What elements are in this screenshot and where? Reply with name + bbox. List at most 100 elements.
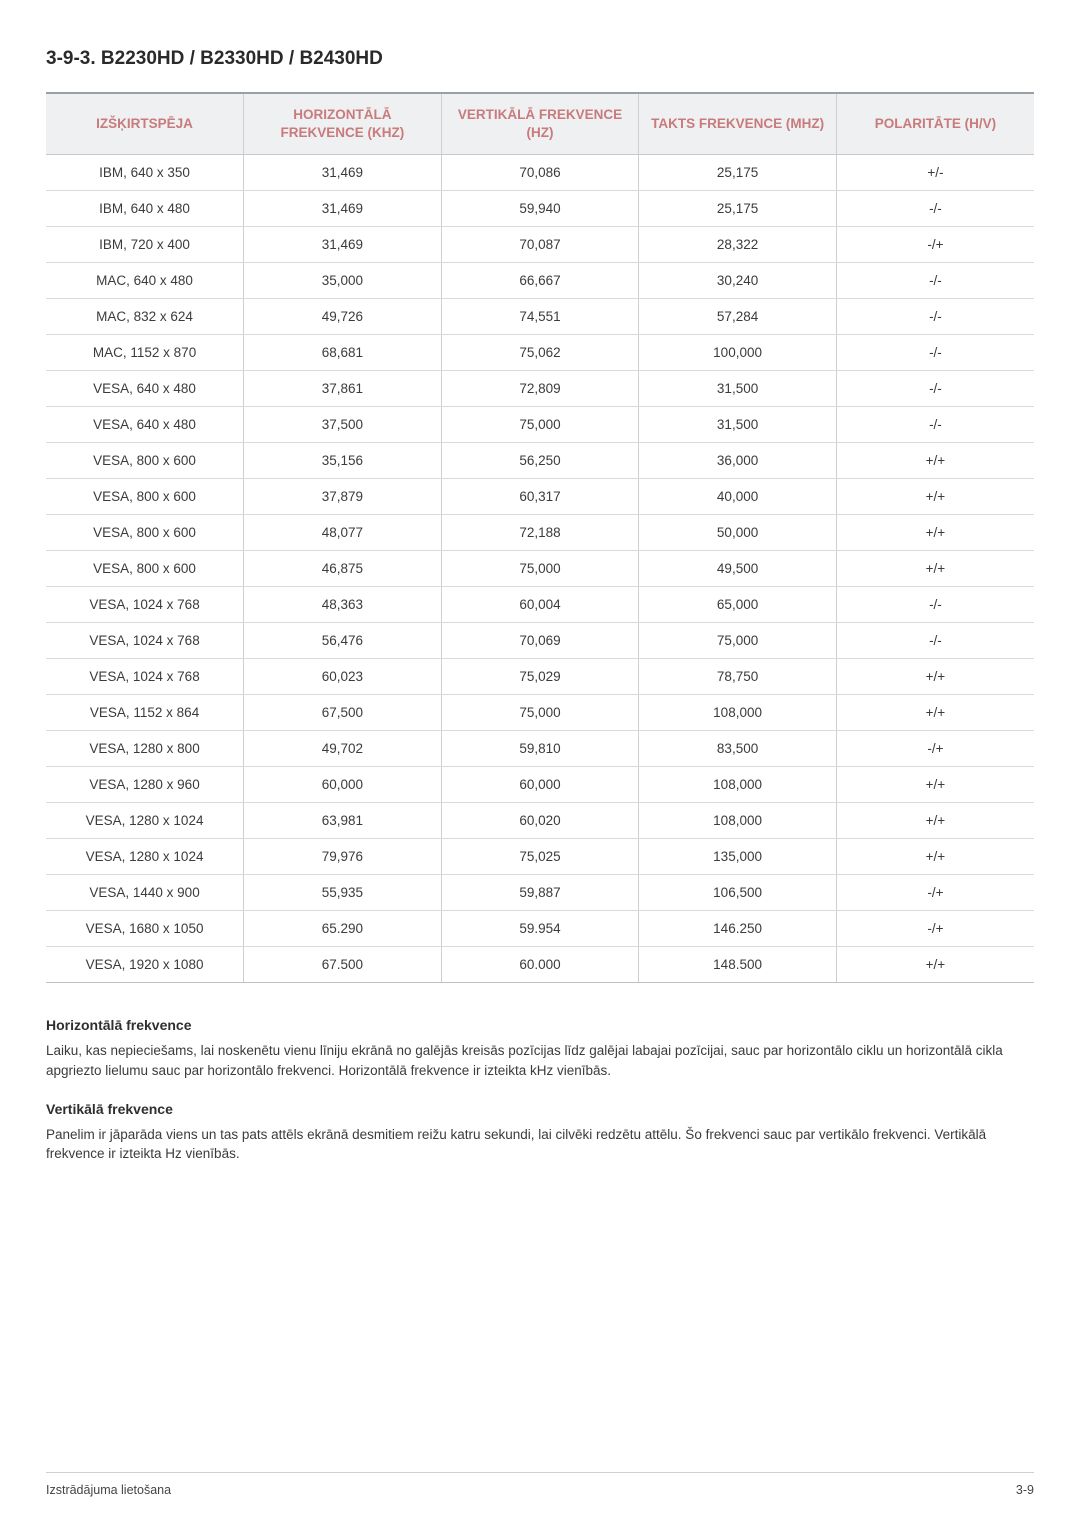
- table-cell: 49,500: [639, 551, 837, 587]
- table-cell: VESA, 1280 x 1024: [46, 803, 244, 839]
- table-cell: 75,029: [441, 659, 639, 695]
- table-cell: 135,000: [639, 839, 837, 875]
- table-cell: +/+: [836, 551, 1034, 587]
- table-row: VESA, 1024 x 76856,47670,06975,000-/-: [46, 623, 1034, 659]
- col-polarity: POLARITĀTE (H/V): [836, 93, 1034, 155]
- table-cell: +/+: [836, 695, 1034, 731]
- table-cell: 31,469: [244, 155, 442, 191]
- para-title-hfreq: Horizontālā frekvence: [46, 1017, 1034, 1033]
- table-cell: 100,000: [639, 335, 837, 371]
- table-cell: 70,069: [441, 623, 639, 659]
- table-cell: 36,000: [639, 443, 837, 479]
- table-cell: 63,981: [244, 803, 442, 839]
- table-cell: 31,469: [244, 227, 442, 263]
- table-row: IBM, 640 x 35031,46970,08625,175+/-: [46, 155, 1034, 191]
- table-cell: 56,476: [244, 623, 442, 659]
- table-row: VESA, 800 x 60035,15656,25036,000+/+: [46, 443, 1034, 479]
- table-cell: VESA, 1920 x 1080: [46, 947, 244, 983]
- table-cell: +/+: [836, 803, 1034, 839]
- table-cell: 55,935: [244, 875, 442, 911]
- table-row: MAC, 832 x 62449,72674,55157,284-/-: [46, 299, 1034, 335]
- table-cell: VESA, 1440 x 900: [46, 875, 244, 911]
- table-cell: 75,025: [441, 839, 639, 875]
- table-row: VESA, 800 x 60048,07772,18850,000+/+: [46, 515, 1034, 551]
- table-row: MAC, 1152 x 87068,68175,062100,000-/-: [46, 335, 1034, 371]
- table-cell: VESA, 1280 x 800: [46, 731, 244, 767]
- table-cell: VESA, 800 x 600: [46, 443, 244, 479]
- footer-left: Izstrādājuma lietošana: [46, 1483, 171, 1497]
- table-cell: +/+: [836, 767, 1034, 803]
- table-cell: 46,875: [244, 551, 442, 587]
- table-cell: VESA, 800 x 600: [46, 479, 244, 515]
- table-cell: IBM, 640 x 480: [46, 191, 244, 227]
- table-cell: +/+: [836, 479, 1034, 515]
- table-cell: 60,023: [244, 659, 442, 695]
- table-cell: 83,500: [639, 731, 837, 767]
- table-cell: -/-: [836, 299, 1034, 335]
- table-cell: 49,702: [244, 731, 442, 767]
- table-cell: 60,000: [244, 767, 442, 803]
- table-cell: 60.000: [441, 947, 639, 983]
- table-cell: 59,887: [441, 875, 639, 911]
- table-cell: 65.290: [244, 911, 442, 947]
- table-row: IBM, 640 x 48031,46959,94025,175-/-: [46, 191, 1034, 227]
- table-cell: 108,000: [639, 767, 837, 803]
- table-cell: 146.250: [639, 911, 837, 947]
- table-row: VESA, 1152 x 86467,50075,000108,000+/+: [46, 695, 1034, 731]
- table-cell: 31,469: [244, 191, 442, 227]
- table-cell: +/+: [836, 659, 1034, 695]
- table-header-row: IZŠĶIRTSPĒJA HORIZONTĀLĀ FREKVENCE (KHZ)…: [46, 93, 1034, 155]
- table-cell: 56,250: [441, 443, 639, 479]
- table-cell: +/+: [836, 515, 1034, 551]
- table-cell: 72,188: [441, 515, 639, 551]
- table-cell: 75,062: [441, 335, 639, 371]
- para-text-vfreq: Panelim ir jāparāda viens un tas pats at…: [46, 1125, 1034, 1164]
- table-cell: 75,000: [441, 695, 639, 731]
- para-title-vfreq: Vertikālā frekvence: [46, 1101, 1034, 1117]
- table-cell: -/-: [836, 191, 1034, 227]
- table-cell: 70,086: [441, 155, 639, 191]
- table-cell: -/-: [836, 263, 1034, 299]
- table-cell: 106,500: [639, 875, 837, 911]
- table-cell: 48,363: [244, 587, 442, 623]
- table-cell: 70,087: [441, 227, 639, 263]
- table-cell: 75,000: [441, 551, 639, 587]
- table-cell: 40,000: [639, 479, 837, 515]
- table-cell: 60,004: [441, 587, 639, 623]
- table-cell: 67,500: [244, 695, 442, 731]
- definitions-block: Horizontālā frekvence Laiku, kas nepieci…: [46, 1017, 1034, 1163]
- table-cell: VESA, 640 x 480: [46, 371, 244, 407]
- table-cell: 31,500: [639, 407, 837, 443]
- col-hfreq: HORIZONTĀLĀ FREKVENCE (KHZ): [244, 93, 442, 155]
- table-cell: 60,000: [441, 767, 639, 803]
- table-cell: 25,175: [639, 191, 837, 227]
- table-cell: 30,240: [639, 263, 837, 299]
- table-cell: 108,000: [639, 803, 837, 839]
- table-cell: VESA, 1152 x 864: [46, 695, 244, 731]
- table-row: MAC, 640 x 48035,00066,66730,240-/-: [46, 263, 1034, 299]
- table-cell: 66,667: [441, 263, 639, 299]
- table-cell: VESA, 640 x 480: [46, 407, 244, 443]
- section-title: 3-9-3. B2230HD / B2330HD / B2430HD: [46, 48, 1034, 70]
- table-cell: VESA, 1280 x 1024: [46, 839, 244, 875]
- table-cell: 74,551: [441, 299, 639, 335]
- table-cell: 79,976: [244, 839, 442, 875]
- table-cell: 60,317: [441, 479, 639, 515]
- table-cell: -/+: [836, 875, 1034, 911]
- table-cell: VESA, 1280 x 960: [46, 767, 244, 803]
- table-cell: -/-: [836, 335, 1034, 371]
- table-cell: -/-: [836, 623, 1034, 659]
- table-cell: 35,000: [244, 263, 442, 299]
- table-cell: -/-: [836, 407, 1034, 443]
- table-cell: 37,861: [244, 371, 442, 407]
- table-row: VESA, 1280 x 80049,70259,81083,500-/+: [46, 731, 1034, 767]
- table-row: VESA, 1440 x 90055,93559,887106,500-/+: [46, 875, 1034, 911]
- table-cell: 35,156: [244, 443, 442, 479]
- footer-right: 3-9: [1016, 1483, 1034, 1497]
- table-cell: 60,020: [441, 803, 639, 839]
- table-row: VESA, 800 x 60037,87960,31740,000+/+: [46, 479, 1034, 515]
- table-cell: 65,000: [639, 587, 837, 623]
- table-cell: 67.500: [244, 947, 442, 983]
- table-cell: 78,750: [639, 659, 837, 695]
- table-row: VESA, 1024 x 76848,36360,00465,000-/-: [46, 587, 1034, 623]
